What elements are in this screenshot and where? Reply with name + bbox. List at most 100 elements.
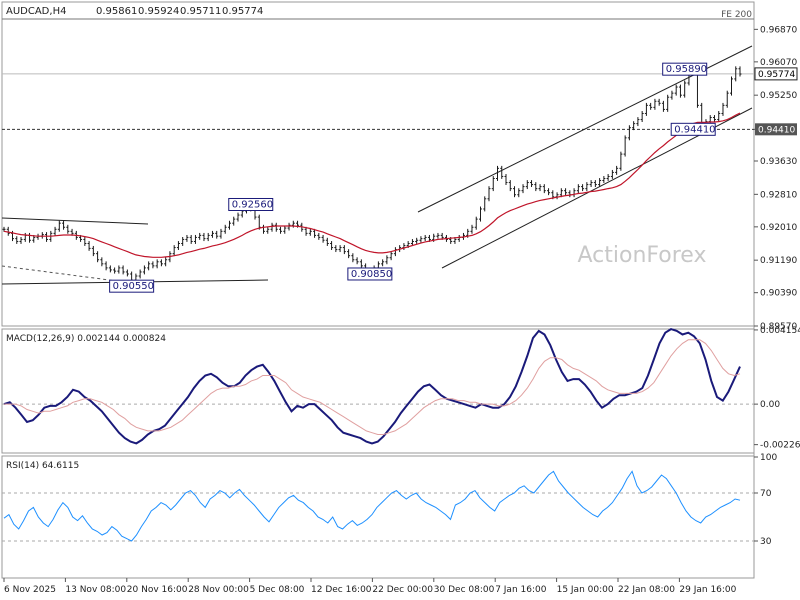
price-bar: [164, 257, 168, 267]
price-bar: [585, 182, 589, 192]
x-tick-label: 30 Dec 08:00: [434, 585, 495, 595]
price-bar: [330, 241, 334, 251]
price-bar: [717, 111, 721, 122]
price-bar: [257, 214, 261, 230]
price-bar: [19, 237, 23, 244]
price-bar: [623, 135, 627, 157]
price-bar: [359, 259, 363, 269]
price-bar: [610, 169, 614, 179]
x-tick-label: 13 Nov 08:00: [65, 585, 126, 595]
price-bar: [321, 234, 325, 243]
price-header-low: 0.95711: [180, 6, 221, 17]
price-bar: [547, 188, 551, 196]
price-bar: [274, 222, 278, 232]
price-bar: [159, 259, 163, 267]
price-bar: [381, 259, 385, 267]
price-bar: [500, 165, 504, 179]
price-bar: [108, 265, 112, 273]
macd-line: [3, 328, 741, 445]
price-bar: [504, 174, 508, 185]
price-bar: [202, 232, 206, 242]
price-annotation-box: [662, 62, 708, 76]
x-tick-label: 28 Nov 00:00: [188, 585, 249, 595]
rsi-y-tick-label: 70: [760, 489, 772, 499]
price-bar: [313, 228, 317, 238]
price-bar: [66, 224, 70, 234]
price-bar: [474, 216, 478, 230]
price-bar: [53, 226, 57, 236]
price-bar: [347, 249, 351, 259]
price-bar: [113, 267, 117, 274]
price-y-tick-label: 0.90390: [760, 289, 797, 299]
price-bar: [670, 90, 674, 100]
price-bar: [121, 265, 125, 275]
annotation-layer: 0.90550 0.92560 0.90850 0.95890 0.94410: [109, 62, 716, 293]
price-y-tick-label: 0.96870: [760, 25, 797, 35]
price-annotation-box: [109, 279, 155, 293]
price-annotation-label: 0.95890: [666, 64, 707, 75]
price-bar: [338, 245, 342, 253]
price-bar: [729, 76, 733, 96]
price-y-tick-label: 0.91190: [760, 256, 797, 266]
price-annotation-label: 0.92560: [232, 199, 273, 210]
price-bar: [415, 237, 419, 244]
current-price-badge-label: 0.95774: [758, 70, 795, 80]
price-bar: [96, 251, 100, 263]
price-bar: [270, 222, 274, 232]
price-bar: [627, 125, 631, 141]
price-bar: [147, 261, 151, 271]
price-bar: [644, 102, 648, 116]
price-bar: [266, 226, 270, 234]
x-tick-label: 5 Dec 08:00: [250, 585, 305, 595]
price-bar: [653, 98, 657, 110]
price-y-tick-label: 0.89570: [760, 322, 797, 332]
price-bar: [666, 94, 670, 112]
price-bar: [649, 102, 653, 110]
price-bar: [83, 237, 87, 246]
price-bar: [287, 222, 291, 231]
price-annotation-label: 0.90850: [351, 269, 392, 280]
price-y-tick-label: 0.96070: [760, 58, 797, 68]
price-header-close: 0.95774: [222, 6, 263, 17]
level-line-badge: [755, 123, 797, 136]
price-bar: [410, 239, 414, 246]
price-y-tick-label: 0.92810: [760, 190, 797, 200]
price-annotation-box: [347, 267, 393, 281]
price-bar: [355, 257, 359, 265]
price-bar: [478, 206, 482, 222]
rsi-header: RSI(14) 64.6115: [6, 461, 79, 471]
price-bar: [57, 220, 61, 232]
price-bar: [525, 180, 529, 190]
x-tick-label: 15 Jan 00:00: [557, 585, 614, 595]
x-tick-label: 7 Jan 16:00: [495, 585, 547, 595]
price-bar: [470, 224, 474, 234]
price-bar: [325, 237, 329, 246]
price-bar: [657, 98, 661, 106]
macd-series-layer: [3, 328, 741, 445]
price-bar: [436, 232, 440, 239]
price-bar: [419, 236, 423, 243]
price-bar: [619, 151, 623, 171]
price-annotation-label: 0.90550: [113, 281, 154, 292]
price-bar: [738, 66, 742, 77]
price-bar: [508, 180, 512, 192]
price-bar: [100, 257, 104, 267]
price-header-high: 0.95924: [138, 6, 179, 17]
x-tick-label: 6 Nov 2025: [4, 585, 56, 595]
current-price-badge: [754, 67, 798, 81]
price-bar: [176, 241, 180, 251]
price-bar: [181, 237, 185, 246]
price-bar: [87, 241, 91, 251]
price-bar: [45, 232, 49, 242]
level-line-badge-label: 0.94410: [758, 125, 795, 135]
price-bar: [125, 269, 129, 277]
price-bar: [232, 216, 236, 226]
price-annotation-label: 0.94410: [674, 124, 715, 135]
price-bar: [219, 228, 223, 239]
price-bar: [678, 84, 682, 98]
price-bar: [483, 196, 487, 212]
price-bar: [198, 232, 202, 240]
rsi-series-layer: [3, 470, 741, 542]
price-bar: [151, 261, 155, 269]
price-bar: [496, 165, 500, 181]
